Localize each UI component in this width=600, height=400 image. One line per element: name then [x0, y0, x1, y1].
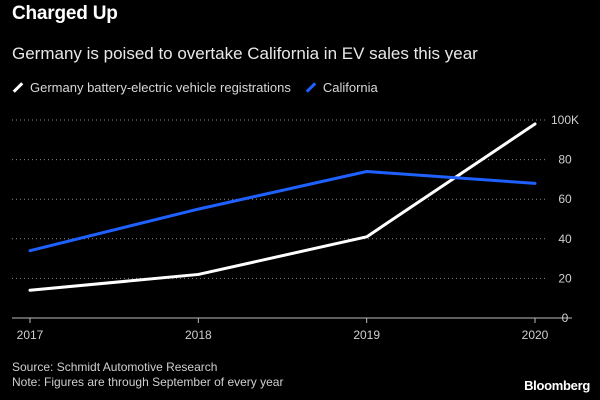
y-tick-label: 20	[558, 271, 572, 285]
bloomberg-logo: Bloomberg	[524, 378, 590, 393]
series-line-california	[28, 169, 537, 253]
legend-item-california: California	[305, 80, 378, 95]
chart-title: Charged Up	[12, 3, 118, 24]
x-tick-label: 2017	[17, 328, 44, 342]
y-tick-label: 40	[558, 232, 572, 246]
x-tick-label: 2020	[522, 328, 549, 342]
data-note: Note: Figures are through September of e…	[12, 375, 284, 389]
legend-label-california: California	[322, 80, 378, 95]
y-tick-label: 60	[558, 192, 572, 206]
legend-label-germany: Germany battery-electric vehicle registr…	[30, 80, 291, 95]
footer: Source: Schmidt Automotive Research Note…	[12, 360, 283, 390]
y-tick-label: 80	[558, 153, 572, 167]
y-tick-label: 100K	[551, 113, 579, 127]
x-tick-label: 2019	[353, 328, 380, 342]
source-note: Source: Schmidt Automotive Research	[12, 360, 218, 374]
legend-item-germany: Germany battery-electric vehicle registr…	[12, 80, 291, 95]
chart-subtitle: Germany is poised to overtake California…	[12, 44, 478, 63]
legend: Germany battery-electric vehicle registr…	[12, 80, 392, 95]
x-tick-label: 2018	[185, 328, 212, 342]
series-line-germany	[28, 122, 537, 292]
